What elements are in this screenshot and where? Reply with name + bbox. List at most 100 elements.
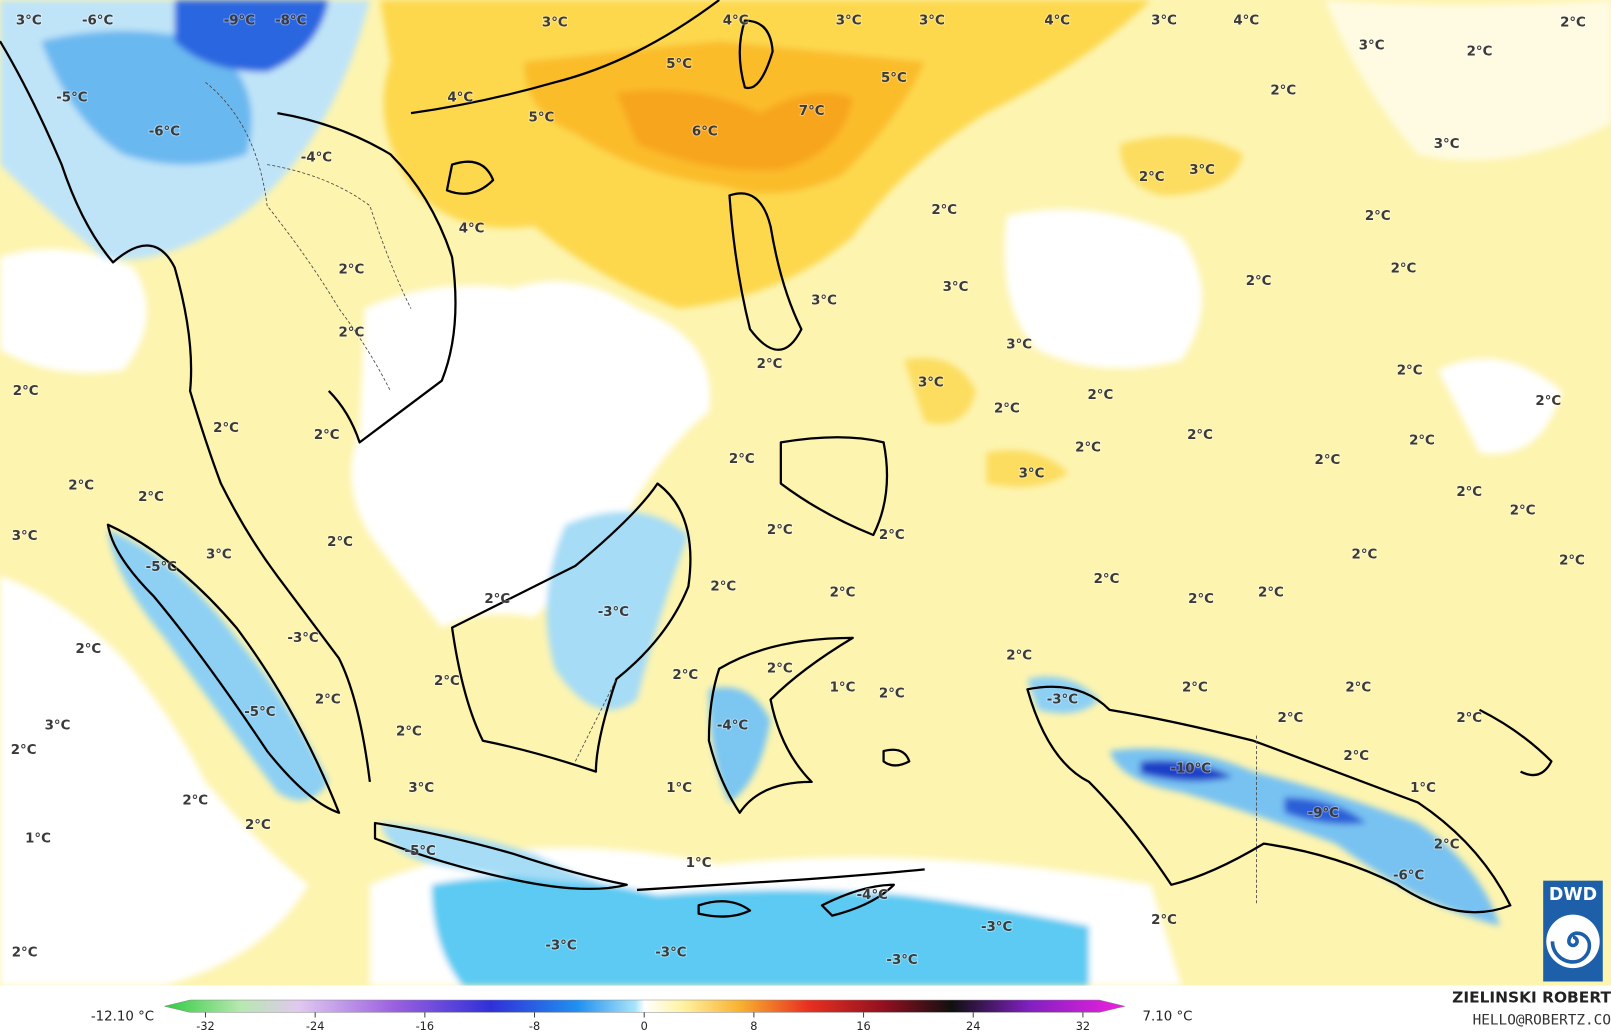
- temperature-label: -3°C: [287, 631, 318, 646]
- temperature-label: -5°C: [146, 560, 177, 575]
- credit-author: ZIELINSKI ROBERT: [1452, 988, 1611, 1006]
- temperature-label: 1°C: [666, 781, 692, 796]
- temperature-label: 7°C: [799, 104, 825, 119]
- temperature-label: 3°C: [1151, 14, 1177, 29]
- temperature-label: 2°C: [12, 946, 38, 961]
- temperature-label: 1°C: [25, 831, 51, 846]
- temperature-label: 2°C: [1456, 711, 1482, 726]
- temperature-label: 2°C: [729, 452, 755, 467]
- temperature-label: 2°C: [1343, 749, 1369, 764]
- temperature-label: 2°C: [1560, 16, 1586, 31]
- temperature-label: 2°C: [245, 818, 271, 833]
- temperature-label: 2°C: [1151, 913, 1177, 928]
- temperature-label: 2°C: [994, 401, 1020, 416]
- temperature-label: 2°C: [1352, 548, 1378, 563]
- temperature-label: 3°C: [811, 293, 837, 308]
- temperature-label: 2°C: [1345, 680, 1371, 695]
- temperature-label: 1°C: [686, 856, 712, 871]
- temperature-label: 2°C: [315, 693, 341, 708]
- logo: DWD: [1543, 880, 1603, 982]
- temperature-label: 2°C: [1315, 453, 1341, 468]
- temperature-label: 2°C: [1006, 648, 1032, 663]
- temperature-label: 3°C: [918, 376, 944, 391]
- temperature-label: 6°C: [692, 125, 718, 140]
- temperature-label: -3°C: [981, 920, 1012, 935]
- temperature-label: 2°C: [1409, 433, 1435, 448]
- temperature-label: 2°C: [1075, 441, 1101, 456]
- temperature-label: 3°C: [919, 14, 945, 29]
- temperature-label: 4°C: [1233, 14, 1259, 29]
- temperature-label: 2°C: [11, 743, 37, 758]
- temperature-label: 1°C: [830, 680, 856, 695]
- temperature-label: 3°C: [1019, 466, 1045, 481]
- temperature-label: 2°C: [1270, 84, 1296, 99]
- logo-swirl: [1550, 931, 1592, 964]
- temperature-label: 2°C: [767, 523, 793, 538]
- logo-text: DWD: [1549, 885, 1597, 905]
- temperature-label: 3°C: [12, 529, 38, 544]
- temperature-label: 2°C: [672, 668, 698, 683]
- temperature-label: 2°C: [1456, 485, 1482, 500]
- temperature-label: -4°C: [301, 150, 332, 165]
- temperature-label: 2°C: [931, 203, 957, 218]
- field-shading: [0, 0, 1611, 986]
- temperature-label: 2°C: [1397, 363, 1423, 378]
- credit-contact: HELLO@ROBERTZ.CO: [1473, 1013, 1611, 1029]
- temperature-label: -10°C: [1170, 762, 1211, 777]
- temperature-label: 2°C: [1559, 554, 1585, 569]
- temperature-label: 2°C: [879, 528, 905, 543]
- temperature-label: -9°C: [1308, 806, 1339, 821]
- temperature-label: 2°C: [484, 592, 510, 607]
- temperature-label: 2°C: [182, 793, 208, 808]
- temperature-label: 2°C: [1188, 592, 1214, 607]
- temperature-label: 3°C: [1359, 38, 1385, 53]
- temperature-label: 3°C: [542, 16, 568, 31]
- temperature-label: 2°C: [767, 662, 793, 677]
- temperature-label: 2°C: [213, 421, 239, 436]
- temperature-label: 2°C: [1391, 262, 1417, 277]
- temperature-label: 2°C: [879, 686, 905, 701]
- temperature-label: 3°C: [1006, 338, 1032, 353]
- temperature-label: 3°C: [206, 548, 232, 563]
- temperature-label: 5°C: [666, 57, 692, 72]
- temperature-label: 2°C: [1246, 274, 1272, 289]
- temperature-label: -3°C: [655, 946, 686, 961]
- temperature-label: 2°C: [1187, 428, 1213, 443]
- temperature-label: 3°C: [16, 14, 42, 29]
- temperature-label: 4°C: [459, 221, 485, 236]
- temperature-label: -3°C: [545, 938, 576, 953]
- colorbar-tick-label: -24: [306, 1020, 324, 1033]
- temperature-label: -3°C: [886, 953, 917, 968]
- temperature-label: 2°C: [138, 490, 164, 505]
- temperature-label: 3°C: [943, 280, 969, 295]
- temperature-label: 2°C: [338, 325, 364, 340]
- temperature-label: 5°C: [881, 71, 907, 86]
- temperature-label: -4°C: [857, 888, 888, 903]
- temperature-label: 2°C: [757, 357, 783, 372]
- logo-circle: [1546, 914, 1600, 969]
- colorbar-gradient: [164, 999, 1126, 1013]
- temperature-label: -3°C: [598, 605, 629, 620]
- coastlines: [0, 0, 1553, 918]
- temperature-label: 2°C: [1434, 838, 1460, 853]
- temperature-label: -8°C: [275, 14, 306, 29]
- temperature-label: 3°C: [45, 718, 71, 733]
- temperature-label: -6°C: [82, 14, 113, 29]
- temperature-label: 2°C: [1087, 388, 1113, 403]
- temperature-label: 1°C: [1410, 781, 1436, 796]
- temperature-label: 3°C: [1434, 137, 1460, 152]
- temperature-label: -3°C: [1047, 693, 1078, 708]
- temperature-label: -5°C: [244, 705, 275, 720]
- temperature-label: -5°C: [56, 91, 87, 106]
- temperature-label: 2°C: [75, 642, 101, 657]
- temperature-label: 3°C: [836, 14, 862, 29]
- temperature-label: 2°C: [1182, 680, 1208, 695]
- temperature-label: 2°C: [1535, 394, 1561, 409]
- temperature-label: 2°C: [1094, 572, 1120, 587]
- temperature-label: 2°C: [1467, 44, 1493, 59]
- temperature-label: 2°C: [434, 674, 460, 689]
- temperature-label: 5°C: [529, 110, 555, 125]
- temperature-label: 2°C: [314, 428, 340, 443]
- temperature-label: 2°C: [327, 535, 353, 550]
